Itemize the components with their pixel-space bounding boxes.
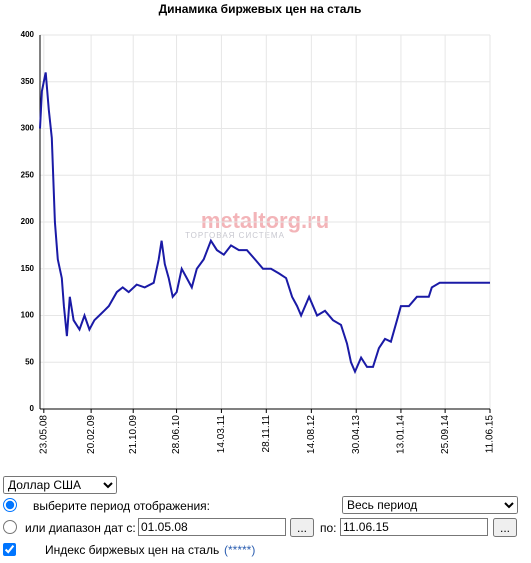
range-label: или диапазон дат с:	[25, 521, 136, 535]
to-label: по:	[320, 521, 337, 535]
currency-select[interactable]: Доллар США	[3, 476, 117, 494]
x-tick-label: 28.06.10	[171, 415, 182, 454]
index-checkbox[interactable]	[3, 543, 16, 556]
x-tick-label: 20.02.09	[86, 415, 97, 454]
period-label: выберите период отображения:	[33, 499, 210, 513]
date-from[interactable]	[138, 518, 286, 536]
date-to[interactable]	[340, 518, 488, 536]
x-tick-label: 23.05.08	[38, 415, 49, 454]
x-tick-label: 13.01.14	[396, 415, 407, 454]
chart: Динамика биржевых цен на сталь metaltorg…	[21, 2, 496, 454]
y-tick-label: 0	[30, 404, 35, 413]
index-link[interactable]: (*****)	[224, 543, 256, 557]
x-tick-label: 28.11.11	[261, 415, 272, 453]
y-tick-label: 350	[21, 77, 35, 86]
period-radio[interactable]	[3, 498, 17, 512]
range-radio[interactable]	[3, 520, 17, 534]
x-tick-label: 11.06.15	[485, 415, 496, 454]
y-tick-label: 300	[21, 124, 35, 133]
browse-to[interactable]: ...	[493, 518, 517, 537]
index-label: Индекс биржевых цен на сталь	[45, 543, 220, 557]
period-select[interactable]: Весь период	[342, 496, 518, 514]
price-line	[39, 72, 490, 375]
x-tick-label: 25.09.14	[440, 415, 451, 454]
y-tick-label: 150	[21, 264, 35, 273]
x-tick-label: 14.08.12	[306, 415, 317, 454]
browse-from[interactable]: ...	[290, 518, 314, 537]
x-tick-label: 30.04.13	[351, 415, 362, 454]
watermark: metaltorg.ru	[201, 208, 329, 233]
x-tick-label: 21.10.09	[128, 415, 139, 454]
y-tick-label: 250	[21, 170, 35, 179]
watermark-subtitle: ТОРГОВАЯ СИСТЕМА	[185, 231, 285, 240]
y-tick-label: 200	[21, 217, 35, 226]
y-tick-label: 100	[21, 311, 35, 320]
y-tick-label: 400	[21, 30, 35, 39]
x-tick-label: 14.03.11	[216, 415, 227, 454]
y-tick-label: 50	[25, 357, 34, 366]
chart-title: Динамика биржевых цен на сталь	[159, 2, 362, 16]
